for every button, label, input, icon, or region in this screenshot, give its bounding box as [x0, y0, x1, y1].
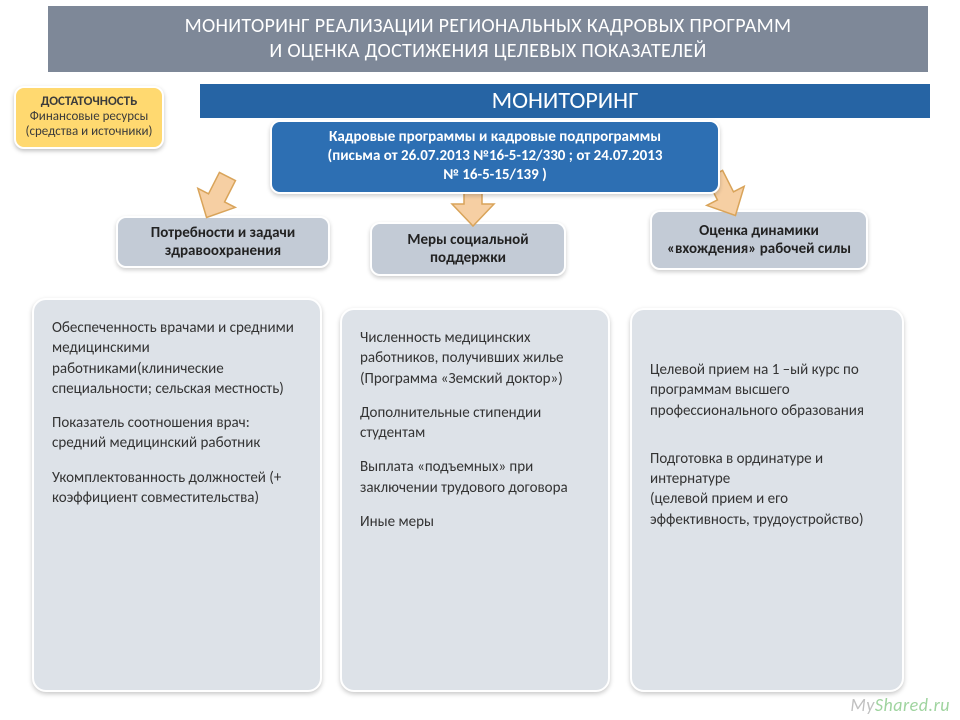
col3-p1: Целевой прием на 1 –ый курс по программа… [650, 360, 884, 421]
programs-line1: Кадровые программы и кадровые подпрограм… [286, 128, 704, 147]
column-needs: Обеспеченность врачами и средними медици… [32, 298, 322, 692]
sufficiency-line2: (средства и источники) [24, 124, 154, 139]
mid-box-support: Меры социальной поддержки [370, 222, 566, 276]
col1-p2: Показатель соотношения врач: средний мед… [52, 413, 302, 454]
col2-p2: Дополнительные стипендии студентам [360, 403, 590, 444]
col2-p3: Выплата «подъемных» при заключении трудо… [360, 457, 590, 498]
watermark-left: My [850, 694, 874, 716]
mid-box-dynamics: Оценка динамики «вхождения» рабочей силы [650, 210, 868, 270]
col1-p1: Обеспеченность врачами и средними медици… [52, 318, 302, 399]
programs-line2: (письма от 26.07.2013 №16-5-12/330 ; от … [286, 147, 704, 166]
title-bar: МОНИТОРИНГ РЕАЛИЗАЦИИ РЕГИОНАЛЬНЫХ КАДРО… [48, 6, 928, 72]
watermark: MyShared.ru [850, 694, 950, 716]
sufficiency-box: ДОСТАТОЧНОСТЬ Финансовые ресурсы (средст… [14, 86, 164, 149]
mid-box-support-label: Меры социальной поддержки [382, 231, 554, 267]
column-support: Численность медицинских работников, полу… [340, 308, 610, 692]
sufficiency-line1: Финансовые ресурсы [24, 109, 154, 124]
watermark-right: Shared.ru [875, 694, 950, 716]
col2-p4: Иные меры [360, 512, 590, 532]
column-dynamics: Целевой прием на 1 –ый курс по программа… [630, 308, 904, 692]
programs-line3: № 16-5-15/139 ) [286, 166, 704, 185]
monitoring-bar: МОНИТОРИНГ [200, 84, 930, 118]
col2-p1: Численность медицинских работников, полу… [360, 328, 590, 389]
sufficiency-heading: ДОСТАТОЧНОСТЬ [24, 94, 154, 109]
title-line1: МОНИТОРИНГ РЕАЛИЗАЦИИ РЕГИОНАЛЬНЫХ КАДРО… [48, 14, 928, 39]
mid-box-dynamics-label: Оценка динамики «вхождения» рабочей силы [662, 222, 856, 258]
col3-p2: Подготовка в ординатуре и интернатуре [650, 449, 884, 490]
programs-box: Кадровые программы и кадровые подпрограм… [270, 120, 720, 194]
col1-p3: Укомплектованность должностей (+ коэффиц… [52, 468, 302, 509]
title-line2: И ОЦЕНКА ДОСТИЖЕНИЯ ЦЕЛЕВЫХ ПОКАЗАТЕЛЕЙ [48, 39, 928, 64]
mid-box-needs-label: Потребности и задачи здравоохранения [128, 224, 318, 260]
col3-p3: (целевой прием и его эффективность, труд… [650, 489, 884, 530]
